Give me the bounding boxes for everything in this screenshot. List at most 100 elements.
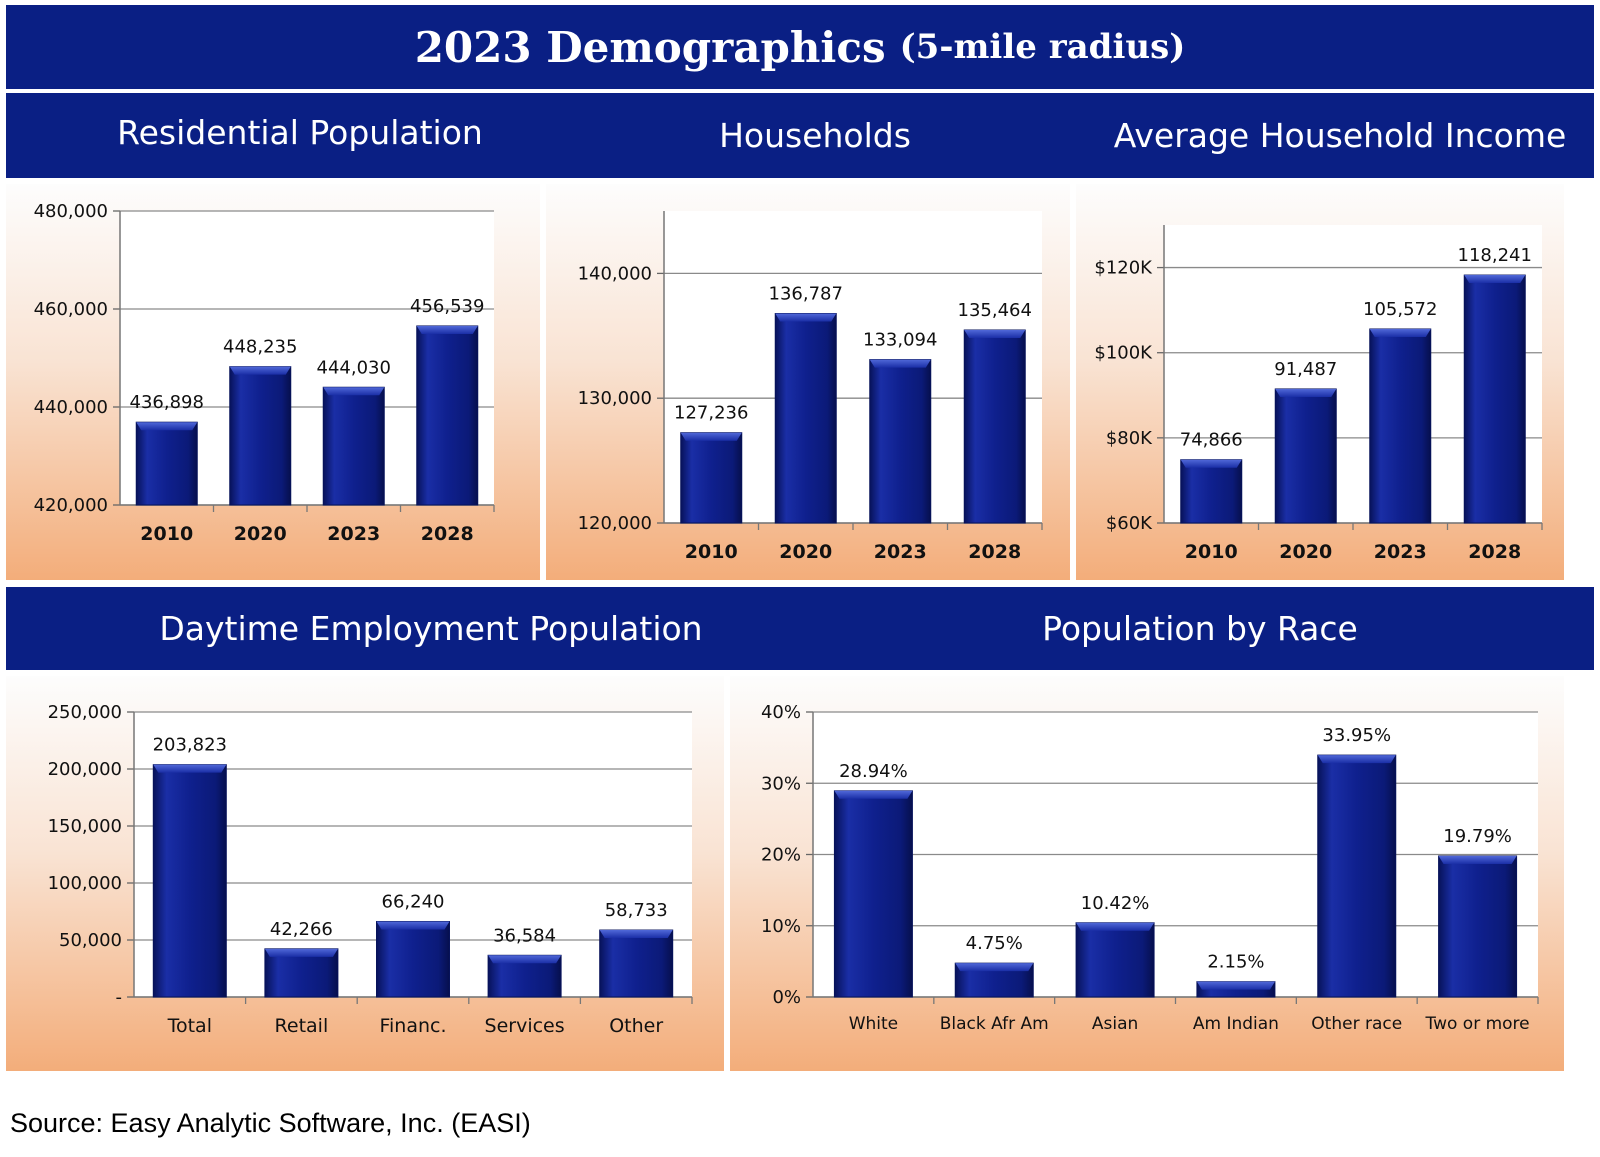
chart-households: 120,000 130,000 140,000 127,236 2010 136,787 2… [578, 211, 1043, 563]
y-tick-label: - [116, 987, 123, 1008]
bar-cap [376, 921, 450, 930]
y-tick-label: 40% [761, 702, 801, 723]
bar-cap [955, 963, 1034, 972]
bar-households-1 [774, 312, 837, 524]
data-label: 135,464 [958, 300, 1032, 321]
bar-residential-1 [229, 366, 292, 506]
y-tick-label: 440,000 [34, 397, 108, 418]
bar-cap [1076, 922, 1155, 931]
x-tick-label: Services [485, 1015, 565, 1037]
bar-income-2 [1369, 328, 1432, 524]
data-label: 91,487 [1274, 359, 1337, 380]
bar-employment-4 [599, 929, 674, 998]
bar-households-3 [963, 329, 1026, 524]
x-tick-label: Asian [1092, 1014, 1138, 1034]
data-label: 66,240 [382, 891, 445, 912]
chart-title-residential-population: Residential Population [117, 113, 483, 152]
page-subtitle: (5-mile radius) [899, 27, 1186, 67]
bar-cap [1464, 275, 1526, 284]
x-tick-label: 2020 [234, 523, 287, 545]
y-tick-label: 200,000 [48, 759, 122, 780]
x-tick-label: 2010 [140, 523, 193, 545]
x-tick-label: 2023 [1374, 541, 1427, 563]
y-tick-label: 100,000 [48, 873, 122, 894]
bar-employment-1 [264, 948, 339, 998]
bar-cap [229, 366, 291, 375]
y-tick-label: 0% [772, 987, 801, 1008]
top-header-band [6, 93, 1594, 178]
bar-cap [1196, 981, 1275, 990]
y-tick-label: 20% [761, 845, 801, 866]
x-tick-label: White [849, 1014, 898, 1034]
data-label: 456,539 [410, 296, 484, 317]
x-tick-label: 2028 [968, 541, 1021, 563]
chart-title-households: Households [719, 116, 911, 155]
bar-residential-3 [416, 325, 479, 506]
y-tick-label: 150,000 [48, 816, 122, 837]
x-tick-label: 2028 [1468, 541, 1521, 563]
x-tick-label: Black Afr Am [940, 1014, 1049, 1034]
bar-cap [599, 930, 673, 939]
x-tick-label: Other race [1311, 1014, 1402, 1034]
chart-residential: 420,000 440,000 460,000 480,000 436,898 2010 4… [34, 201, 495, 545]
y-tick-label: $60K [1106, 513, 1153, 534]
bar-cap [416, 325, 478, 334]
data-label: 42,266 [270, 919, 333, 940]
bar-cap [153, 764, 227, 773]
bar-cap [488, 955, 562, 964]
bar-income-1 [1274, 388, 1337, 524]
bar-race-2 [1075, 922, 1155, 998]
y-tick-label: 140,000 [578, 263, 652, 284]
y-tick-label: 50,000 [59, 930, 122, 951]
y-tick-label: 420,000 [34, 495, 108, 516]
page-title-bar: 2023 Demographics (5-mile radius) [6, 5, 1594, 89]
bar-cap [1180, 459, 1242, 468]
data-label: 136,787 [769, 283, 843, 304]
bar-residential-2 [322, 386, 385, 506]
bar-income-0 [1180, 459, 1243, 524]
chart-employment: - 50,000 100,000 150,000 200,000 250,000 203,8… [48, 702, 693, 1037]
bar-households-2 [869, 359, 932, 524]
x-tick-label: 2020 [1279, 541, 1332, 563]
bar-cap [323, 387, 385, 396]
x-tick-label: Two or more [1425, 1014, 1530, 1034]
bar-cap [1317, 755, 1396, 764]
chart-title-average-household-income: Average Household Income [1113, 116, 1567, 155]
data-label: 4.75% [966, 933, 1023, 954]
data-label: 10.42% [1081, 893, 1150, 914]
chart-title-daytime-employment: Daytime Employment Population [159, 609, 703, 648]
x-tick-label: 2010 [1185, 541, 1238, 563]
x-tick-label: Total [167, 1015, 212, 1037]
y-tick-label: $100K [1094, 343, 1153, 364]
data-label: 444,030 [317, 357, 391, 378]
bar-race-4 [1317, 754, 1397, 998]
bar-income-3 [1463, 274, 1526, 524]
bar-cap [834, 790, 913, 799]
bar-race-5 [1438, 855, 1518, 998]
data-label: 436,898 [130, 392, 204, 413]
x-tick-label: 2010 [685, 541, 738, 563]
bar-cap [680, 432, 742, 441]
data-label: 203,823 [153, 735, 227, 756]
data-label: 36,584 [493, 925, 556, 946]
y-tick-label: 460,000 [34, 299, 108, 320]
chart-race: 0% 10% 20% 30% 40% 28.94% White 4.75% Black Afr … [761, 702, 1539, 1034]
bar-cap [775, 313, 837, 322]
data-label: 133,094 [863, 330, 937, 351]
chart-income: $60K $80K $100K $120K 74,866 2010 91,487 2020 10… [1094, 225, 1543, 563]
y-tick-label: $120K [1094, 258, 1153, 279]
data-label: 105,572 [1363, 299, 1437, 320]
bar-race-0 [833, 790, 913, 998]
bar-employment-0 [152, 764, 227, 998]
bar-households-0 [680, 432, 743, 524]
data-label: 33.95% [1322, 725, 1391, 746]
page-title: 2023 Demographics [414, 22, 886, 72]
x-tick-label: Financ. [379, 1015, 446, 1037]
data-label: 74,866 [1180, 430, 1243, 451]
y-tick-label: 250,000 [48, 702, 122, 723]
data-label: 28.94% [839, 761, 908, 782]
y-tick-label: 10% [761, 916, 801, 937]
y-tick-label: 130,000 [578, 388, 652, 409]
bar-cap [264, 948, 338, 957]
